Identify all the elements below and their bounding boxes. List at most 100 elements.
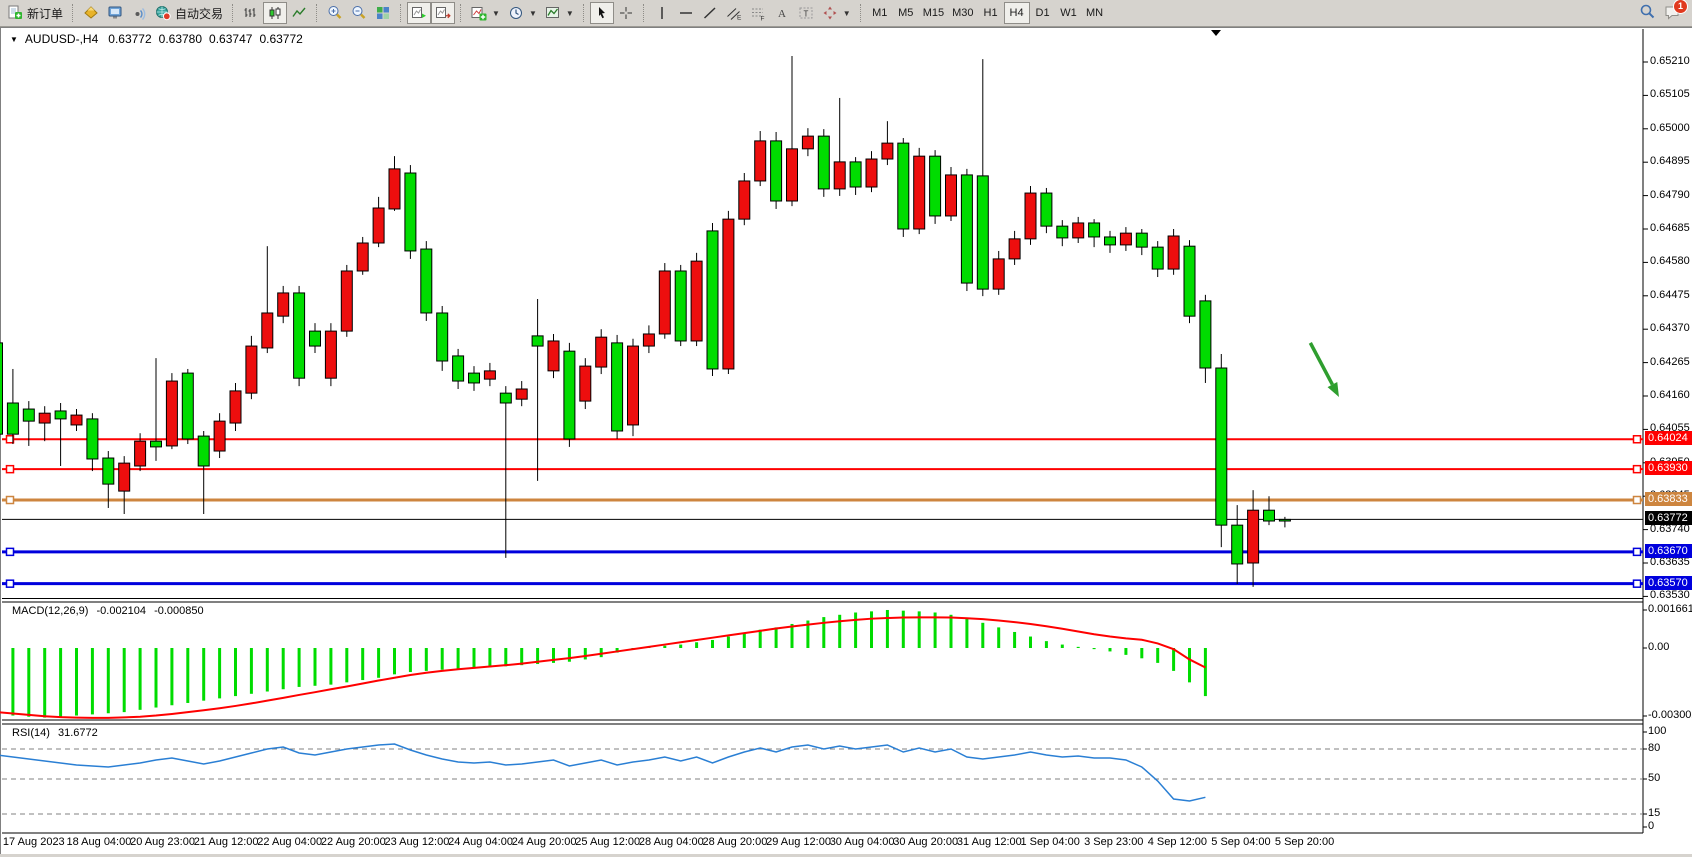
- horizontal-line-object[interactable]: [2, 547, 1643, 557]
- timeframe-m5-button[interactable]: M5: [893, 2, 919, 24]
- candlestick-chart-button[interactable]: [263, 2, 288, 24]
- fibonacci-tool-button[interactable]: F: [746, 2, 770, 24]
- channel-icon: E: [726, 5, 742, 21]
- clock-icon: [508, 5, 524, 21]
- candle-body: [86, 418, 99, 460]
- signal-icon: [131, 5, 147, 21]
- macd-histogram-bar: [1172, 648, 1176, 671]
- styler-button[interactable]: [79, 2, 103, 24]
- horizontal-line-object[interactable]: [2, 495, 1643, 505]
- macd-histogram-bar: [1044, 641, 1048, 648]
- candle-body: [324, 330, 337, 379]
- candle-body: [833, 161, 846, 190]
- cursor-icon: [594, 5, 610, 21]
- chevron-down-icon: ▼: [528, 8, 537, 18]
- candle-body: [436, 312, 449, 362]
- macd-histogram-bar: [854, 612, 858, 648]
- candle-body: [1183, 245, 1196, 317]
- horizontal-line-tool-button[interactable]: [674, 2, 698, 24]
- toolbar-separator: [232, 4, 234, 22]
- candle-body: [1215, 367, 1228, 526]
- chart-shift-button[interactable]: [431, 2, 456, 24]
- macd-histogram-bar: [1188, 648, 1191, 683]
- open-value: 0.63772: [108, 32, 152, 46]
- autotrading-button[interactable]: 自动交易: [151, 2, 227, 24]
- horizontal-line-object[interactable]: [2, 435, 1643, 444]
- macd-histogram-bar: [424, 648, 428, 671]
- candle-body: [579, 365, 592, 402]
- candle-body: [547, 340, 560, 372]
- crosshair-button[interactable]: [614, 2, 638, 24]
- line-handle: [1632, 435, 1642, 444]
- chart-area[interactable]: ▼ AUDUSD-,H4 0.63772 0.63780 0.63747 0.6…: [0, 27, 1692, 854]
- templates-button[interactable]: ▼: [541, 2, 578, 24]
- timeframe-w1-button[interactable]: W1: [1056, 2, 1082, 24]
- candle-body: [722, 218, 735, 370]
- macd-histogram-bar: [965, 618, 969, 648]
- indicators-button[interactable]: ▼: [467, 2, 504, 24]
- macd-histogram-bar: [234, 648, 237, 697]
- cursor-button[interactable]: [589, 2, 614, 24]
- candle-body: [1199, 300, 1212, 369]
- search-icon[interactable]: [1639, 3, 1656, 23]
- symbol-dropdown-icon[interactable]: ▼: [10, 34, 18, 44]
- candle-body: [6, 402, 19, 435]
- timeframe-h4-button[interactable]: H4: [1003, 2, 1030, 24]
- arrows-tool-button[interactable]: ▼: [818, 2, 855, 24]
- timeframe-m15-button[interactable]: M15: [919, 2, 948, 24]
- macd-histogram-bar: [949, 614, 953, 648]
- timeframe-mn-button[interactable]: MN: [1082, 2, 1108, 24]
- timeframe-h1-button[interactable]: H1: [978, 2, 1004, 24]
- macd-histogram-bar: [758, 629, 762, 648]
- tile-windows-button[interactable]: [371, 2, 395, 24]
- text-tool-button[interactable]: A: [770, 2, 794, 24]
- macd-histogram-bar: [726, 636, 730, 648]
- styler-icon: [83, 5, 99, 21]
- candle-body: [1104, 236, 1116, 246]
- notifications-button[interactable]: 1: [1664, 0, 1688, 23]
- candle-body: [245, 345, 258, 394]
- zoom-in-button[interactable]: [323, 2, 347, 24]
- timeframe-m30-button[interactable]: M30: [948, 2, 977, 24]
- macd-histogram-bar: [1060, 644, 1064, 648]
- candle-body: [690, 260, 703, 342]
- macd-histogram-bar: [202, 648, 206, 701]
- periods-button[interactable]: ▼: [504, 2, 541, 24]
- macd-histogram-bar: [552, 648, 555, 663]
- candle-body: [150, 440, 162, 448]
- chart-shift-marker[interactable]: [1211, 30, 1221, 36]
- macd-histogram-bar: [297, 648, 301, 687]
- line-handle: [5, 547, 15, 557]
- svg-text:E: E: [737, 15, 742, 22]
- timeframe-m1-button[interactable]: M1: [867, 2, 893, 24]
- terminal-button[interactable]: [103, 2, 127, 24]
- macd-histogram-bar: [679, 644, 683, 648]
- candle-body: [293, 292, 306, 379]
- trendline-tool-button[interactable]: [698, 2, 722, 24]
- timeframe-d1-button[interactable]: D1: [1030, 2, 1056, 24]
- bar-chart-button[interactable]: [239, 2, 263, 24]
- macd-histogram-bar: [1076, 646, 1080, 648]
- channel-tool-button[interactable]: E: [722, 2, 746, 24]
- candle-body: [1167, 235, 1180, 270]
- macd-histogram-bar: [393, 648, 396, 675]
- label-tool-button[interactable]: T: [794, 2, 818, 24]
- zoom-out-button[interactable]: [347, 2, 371, 24]
- chevron-down-icon: ▼: [565, 8, 574, 18]
- horizontal-line-object[interactable]: [2, 464, 1643, 474]
- line-chart-button[interactable]: [287, 2, 311, 24]
- line-handle: [5, 495, 15, 505]
- low-value: 0.63747: [209, 32, 253, 46]
- new-order-button[interactable]: 新订单: [3, 2, 67, 24]
- macd-histogram-bar: [249, 648, 253, 694]
- auto-scroll-button[interactable]: [407, 2, 432, 24]
- vertical-line-tool-button[interactable]: [650, 2, 674, 24]
- alerts-button[interactable]: [127, 2, 151, 24]
- arrow-annotation[interactable]: [1308, 342, 1339, 397]
- macd-histogram-bar: [27, 648, 31, 717]
- candle-body: [1056, 225, 1069, 239]
- candle-body: [309, 330, 321, 347]
- macd-histogram-bar: [1013, 631, 1017, 648]
- horizontal-line-object[interactable]: [2, 579, 1643, 588]
